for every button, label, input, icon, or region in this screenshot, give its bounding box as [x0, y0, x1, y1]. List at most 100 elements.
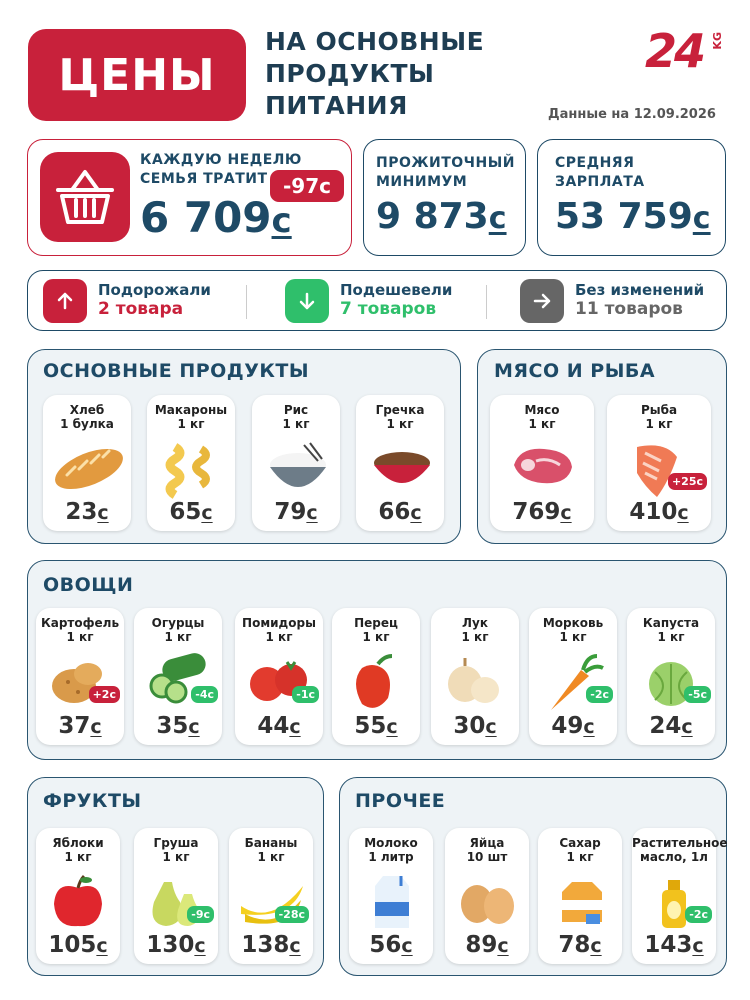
salary-label-1: СРЕДНЯЯ — [555, 155, 635, 171]
price-value: 66 — [378, 499, 411, 525]
price-value: 65 — [169, 499, 202, 525]
trend-down: Подешевели 7 товаров — [340, 281, 452, 319]
trend-up-value: 2 товара — [98, 299, 184, 319]
currency-sign: с — [289, 935, 301, 957]
salary-value: 53 759с — [555, 196, 711, 237]
arrow-right-icon — [520, 279, 564, 323]
salary-label-2: ЗАРПЛАТА — [555, 174, 645, 190]
divider — [246, 285, 247, 319]
product-unit: 1 кг — [528, 417, 556, 431]
price-value: 44 — [257, 713, 290, 739]
product-name: Лук — [462, 616, 488, 630]
page-title: ЦЕНЫ — [58, 49, 216, 101]
product-card: Макароны 1 кг 65с — [147, 395, 235, 531]
product-card: Сахар 1 кг 78с — [538, 828, 622, 964]
trend-down-value: 7 товаров — [340, 299, 437, 319]
product-card: Мясо 1 кг 769с — [490, 395, 594, 531]
product-unit: 1 кг — [657, 630, 685, 644]
product-card: Рис 1 кг 79с — [252, 395, 340, 531]
weekly-label-1: КАЖДУЮ НЕДЕЛЮ — [140, 152, 302, 168]
price-value: 105 — [48, 932, 97, 958]
price-value: 130 — [146, 932, 195, 958]
product-unit: 10 шт — [466, 850, 508, 864]
milk-icon — [375, 876, 409, 928]
product-price: 49с — [529, 713, 617, 739]
currency-sign: с — [271, 201, 292, 241]
product-price: 24с — [627, 713, 715, 739]
price-change-badge: -4с — [191, 686, 218, 703]
minimum-label-1: ПРОЖИТОЧНЫЙ — [376, 155, 515, 171]
product-unit: 1 кг — [64, 850, 92, 864]
product-card: Груша 1 кг 130с -9с — [134, 828, 218, 964]
title-badge: ЦЕНЫ — [28, 29, 246, 121]
trend-same-label: Без изменений — [575, 281, 705, 299]
product-card: Лук 1 кг 30с — [431, 608, 519, 745]
product-name: Помидоры — [242, 616, 316, 630]
price-value: 37 — [58, 713, 91, 739]
arrow-up-icon — [43, 279, 87, 323]
subtitle-line: ПИТАНИЯ — [265, 91, 408, 120]
price-value: 49 — [551, 713, 584, 739]
divider — [486, 285, 487, 319]
price-change-badge: -28с — [274, 906, 309, 923]
minimum-value: 9 873с — [376, 196, 507, 237]
currency-sign: с — [560, 502, 572, 524]
tomato-icon — [250, 661, 307, 701]
price-value: 78 — [558, 932, 591, 958]
brand-logo: 24 KG — [645, 24, 727, 78]
price-value: 56 — [369, 932, 402, 958]
eggs-icon — [461, 885, 514, 924]
product-name: Яблоки — [52, 836, 104, 850]
sugar-icon — [562, 882, 602, 924]
onion-icon — [448, 658, 499, 703]
oil-icon — [662, 880, 686, 928]
product-name: Яйца — [469, 836, 505, 850]
product-name: Хлеб — [69, 403, 105, 417]
product-name: Перец — [354, 616, 398, 630]
product-price: 56с — [349, 932, 433, 958]
product-unit: 1 кг — [461, 630, 489, 644]
currency-sign: с — [386, 716, 398, 738]
product-price: 138с — [229, 932, 313, 958]
product-name: Бананы — [244, 836, 298, 850]
product-card: Молоко 1 литр 56с — [349, 828, 433, 964]
apple-icon — [54, 874, 102, 927]
trend-same: Без изменений 11 товаров — [575, 281, 704, 319]
section-veg-title: ОВОЩИ — [43, 574, 134, 596]
price-change-badge: -2с — [586, 686, 613, 703]
product-price: 35с — [134, 713, 222, 739]
weekly-value-number: 6 709 — [140, 193, 272, 242]
product-price: 44с — [235, 713, 323, 739]
product-name: Капуста — [642, 616, 700, 630]
section-meat-title: МЯСО И РЫБА — [494, 360, 656, 382]
product-price: 78с — [538, 932, 622, 958]
product-card: Огурцы 1 кг 35с -4с — [134, 608, 222, 745]
product-name: Растительное — [632, 836, 728, 850]
product-name: Мясо — [524, 403, 560, 417]
section-fruit-title: ФРУКТЫ — [43, 790, 142, 812]
basket-icon — [40, 152, 130, 242]
product-card: Яйца 10 шт 89с — [445, 828, 529, 964]
price-value: 769 — [512, 499, 561, 525]
product-name: Рис — [283, 403, 309, 417]
minimum-label: ПРОЖИТОЧНЫЙ МИНИМУМ — [376, 154, 515, 192]
price-change-badge: -5с — [684, 686, 711, 703]
price-value: 143 — [644, 932, 693, 958]
weekly-label-2: СЕМЬЯ ТРАТИТ — [140, 171, 268, 187]
weekly-label: КАЖДУЮ НЕДЕЛЮ СЕМЬЯ ТРАТИТ — [140, 151, 302, 189]
meat-icon — [514, 448, 572, 484]
price-value: 30 — [453, 713, 486, 739]
price-change-badge: -1с — [292, 686, 319, 703]
currency-sign: с — [583, 716, 595, 738]
product-price: 65с — [147, 499, 235, 525]
arrow-down-icon — [285, 279, 329, 323]
product-unit: 1 кг — [645, 417, 673, 431]
product-price: 37с — [36, 713, 124, 739]
currency-sign: с — [681, 716, 693, 738]
currency-sign: с — [692, 935, 704, 957]
product-unit: 1 кг — [559, 630, 587, 644]
product-card: Бананы 1 кг 138с -28с — [229, 828, 313, 964]
product-card: Растительное масло, 1л 143с -2с — [632, 828, 728, 964]
product-card: Перец 1 кг 55с — [332, 608, 420, 745]
price-value: 89 — [465, 932, 498, 958]
